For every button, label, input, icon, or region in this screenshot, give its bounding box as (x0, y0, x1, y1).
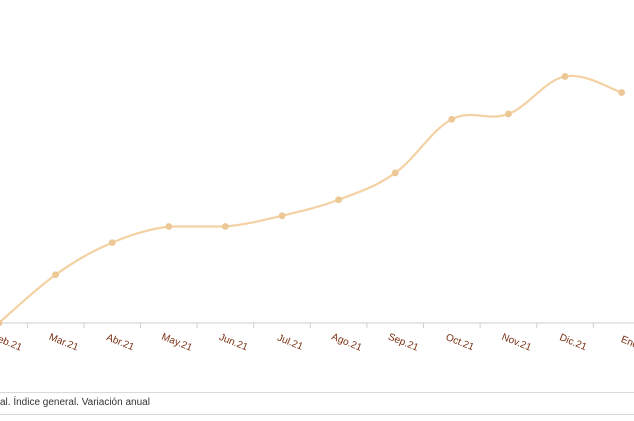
data-point-ene (618, 89, 625, 96)
chart-caption: al. Índice general. Variación anual (0, 397, 150, 408)
x-tick-label: Abr.21 (105, 332, 136, 353)
x-tick-label: Sep.21 (386, 332, 420, 354)
x-tick-label: Oct.21 (444, 332, 476, 353)
series-line (0, 74, 623, 324)
data-point-abr-21 (108, 239, 116, 247)
x-axis (0, 322, 634, 328)
x-tick-label: Dic.21 (558, 332, 589, 353)
data-point-dic-21 (561, 73, 569, 80)
x-tick-label: Feb.21 (0, 332, 24, 354)
data-point-may-21 (165, 223, 173, 230)
data-point-ago-21 (335, 196, 342, 204)
caption-bottom-rule (0, 414, 634, 415)
x-tick-label: Ago.21 (330, 332, 364, 354)
x-tick-labels: Feb.21 Mar.21 Abr.21 May.21 Jun.21 Jul.21 Ago.… (0, 332, 634, 354)
series-points (0, 73, 625, 327)
x-tick-label: Mar.21 (47, 332, 80, 354)
x-tick-label: Jun.21 (217, 332, 249, 354)
data-point-oct-21 (448, 115, 456, 123)
data-point-mar-21 (52, 271, 59, 279)
data-point-feb-21 (0, 319, 3, 327)
data-point-jun-21 (222, 223, 229, 230)
x-tick-label: May.21 (160, 332, 194, 354)
x-tick-label: Jul.21 (276, 333, 305, 353)
data-point-jul-21 (278, 212, 286, 220)
data-point-nov-21 (505, 110, 512, 118)
data-point-sep-21 (391, 169, 399, 177)
x-tick-label: Ene (619, 334, 634, 351)
x-tick-label: Nov.21 (500, 332, 533, 354)
caption-top-rule (0, 392, 634, 393)
line-chart: Feb.21 Mar.21 Abr.21 May.21 Jun.21 Jul.21 Ago.… (0, 73, 634, 354)
